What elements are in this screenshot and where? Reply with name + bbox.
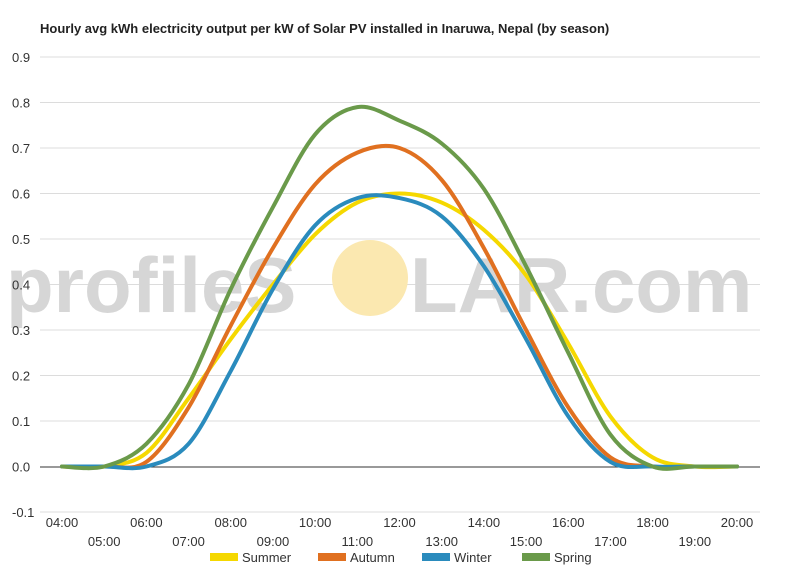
y-tick-label: 0.3 — [12, 323, 30, 338]
chart-title: Hourly avg kWh electricity output per kW… — [40, 21, 609, 36]
x-tick-label: 13:00 — [425, 534, 458, 549]
y-tick-label: 0.7 — [12, 141, 30, 156]
legend: Summer Autumn Winter Spring — [210, 550, 592, 565]
legend-label-summer: Summer — [242, 550, 292, 565]
x-tick-label: 08:00 — [214, 515, 247, 530]
series-line-autumn — [60, 143, 739, 470]
legend-label-autumn: Autumn — [350, 550, 395, 565]
x-tick-label: 19:00 — [679, 534, 712, 549]
x-tick-label: 18:00 — [636, 515, 669, 530]
legend-swatch-autumn — [318, 553, 346, 561]
watermark-text-right: LAR.com — [410, 241, 752, 329]
y-tick-label: 0.6 — [12, 187, 30, 202]
series-line-summer — [60, 191, 739, 470]
series-line-spring — [60, 104, 739, 471]
watermark: profileS LAR.com — [6, 240, 752, 329]
x-tick-label: 04:00 — [46, 515, 79, 530]
y-tick-label: 0.1 — [12, 414, 30, 429]
legend-swatch-summer — [210, 553, 238, 561]
legend-swatch-winter — [422, 553, 450, 561]
x-tick-label: 20:00 — [721, 515, 754, 530]
legend-label-winter: Winter — [454, 550, 492, 565]
y-tick-label: 0.0 — [12, 460, 30, 475]
legend-swatch-spring — [522, 553, 550, 561]
series-line-winter — [60, 193, 739, 471]
legend-label-spring: Spring — [554, 550, 592, 565]
x-tick-label: 06:00 — [130, 515, 163, 530]
y-tick-label: 0.2 — [12, 369, 30, 384]
x-axis-ticks: 04:00 05:00 06:00 07:00 08:00 09:00 10:00 11:00… — [46, 515, 754, 549]
x-tick-label: 05:00 — [88, 534, 121, 549]
x-tick-label: 10:00 — [299, 515, 332, 530]
x-tick-label: 15:00 — [510, 534, 543, 549]
x-tick-label: 16:00 — [552, 515, 585, 530]
y-tick-label: -0.1 — [12, 505, 34, 520]
x-tick-label: 07:00 — [172, 534, 205, 549]
x-tick-label: 12:00 — [383, 515, 416, 530]
x-tick-label: 17:00 — [594, 534, 627, 549]
watermark-sun-icon — [332, 240, 408, 316]
y-tick-label: 0.8 — [12, 96, 30, 111]
x-tick-label: 11:00 — [342, 534, 374, 549]
series-lines — [60, 104, 739, 471]
x-tick-label: 14:00 — [468, 515, 501, 530]
x-tick-label: 09:00 — [257, 534, 290, 549]
y-tick-label: 0.4 — [12, 278, 30, 293]
y-axis-ticks: -0.1 0.0 0.1 0.2 0.3 0.4 0.5 0.6 0.7 0.8 0.9 — [12, 50, 34, 520]
y-tick-label: 0.5 — [12, 232, 30, 247]
y-tick-label: 0.9 — [12, 50, 30, 65]
